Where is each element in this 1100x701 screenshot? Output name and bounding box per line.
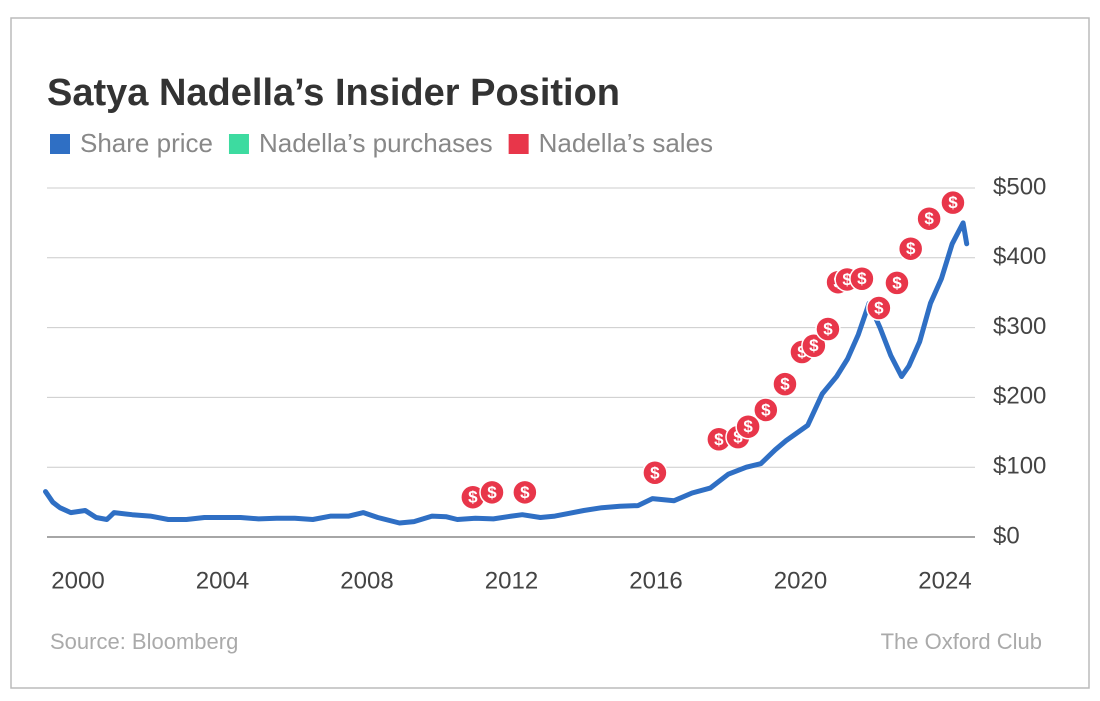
y-tick-label: $0	[993, 522, 1020, 549]
sale-marker-label: $	[487, 483, 497, 502]
sale-marker-label: $	[948, 193, 958, 212]
x-tick-label: 2020	[774, 567, 827, 594]
chart-title: Satya Nadella’s Insider Position	[47, 72, 620, 114]
sale-marker-label: $	[797, 343, 807, 362]
sale-marker-label: $	[733, 428, 743, 447]
sale-marker	[753, 397, 779, 423]
y-tick-label: $200	[993, 383, 1046, 410]
sale-marker	[512, 479, 538, 506]
x-tick-label: 2024	[918, 567, 971, 594]
sale-marker	[479, 479, 505, 506]
sale-marker-label: $	[520, 483, 530, 502]
price-line	[43, 220, 970, 526]
legend-label: Share price	[80, 128, 213, 158]
sale-marker-label: $	[823, 319, 833, 338]
legend-label: Nadella’s purchases	[259, 128, 493, 158]
sale-marker	[940, 189, 966, 216]
sale-marker-label: $	[743, 417, 753, 436]
sale-marker-label: $	[892, 273, 902, 292]
sale-marker	[735, 413, 761, 440]
credit: The Oxford Club	[881, 629, 1042, 654]
x-tick-label: 2008	[340, 567, 393, 594]
sale-marker	[866, 295, 892, 321]
sale-marker	[897, 235, 924, 262]
sale-marker	[815, 316, 841, 342]
sale-marker-label: $	[761, 400, 771, 419]
sale-marker-label: $	[468, 488, 478, 507]
legend-label: Nadella’s sales	[539, 128, 713, 158]
legend-swatch	[508, 134, 529, 154]
legend-swatch	[50, 134, 70, 154]
x-tick-label: 2012	[485, 567, 538, 594]
x-tick-label: 2000	[51, 567, 104, 594]
legend: Share price Nadella’s purchases Nadella’s …	[50, 128, 713, 158]
sale-marker-label: $	[874, 299, 884, 318]
source: Source: Bloomberg	[50, 629, 238, 654]
sale-marker-label: $	[857, 269, 867, 288]
frame	[10, 17, 1090, 689]
y-tick-label: $300	[993, 313, 1046, 340]
sale-marker	[849, 265, 875, 292]
x-tick-label: 2004	[196, 567, 249, 594]
sale-marker-label: $	[650, 463, 660, 482]
sale-marker-label: $	[924, 209, 934, 228]
y-tick-label: $500	[993, 173, 1046, 200]
sale-marker-label: $	[809, 336, 819, 355]
sale-marker	[916, 205, 942, 232]
x-tick-label: 2016	[629, 567, 682, 594]
sale-marker	[801, 332, 827, 359]
y-tick-label: $100	[993, 453, 1046, 480]
sale-marker-label: $	[714, 430, 724, 449]
sale-marker-label: $	[842, 270, 852, 289]
legend-swatch	[228, 134, 249, 154]
sale-marker-label: $	[780, 375, 790, 394]
sale-marker	[884, 270, 910, 296]
sale-marker	[772, 371, 798, 397]
y-tick-label: $400	[993, 243, 1046, 270]
sale-marker	[642, 460, 668, 486]
sale-marker-label: $	[906, 239, 916, 258]
